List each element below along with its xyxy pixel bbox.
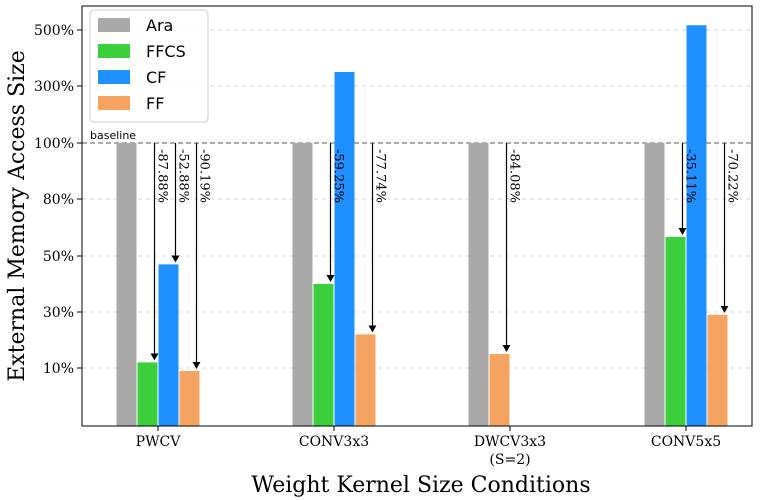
bar-ff-conv3x3 <box>355 334 376 426</box>
bar-ara-conv3x3 <box>292 143 313 426</box>
bar-ffcs-conv3x3 <box>313 284 334 426</box>
legend-label-ara: Ara <box>146 16 173 35</box>
x-tick-label: CONV3x3 <box>299 434 369 450</box>
reduction-label: -77.74% <box>373 149 388 203</box>
y-axis-ticks: 10% 30% 50% 80% 100% 300% 500% <box>34 23 82 377</box>
legend: Ara FFCS CF FF <box>89 9 209 123</box>
y-tick-label: 100% <box>34 136 74 152</box>
bar-ara-dwcv3x3 <box>468 143 489 426</box>
legend-label-ff: FF <box>146 94 164 113</box>
y-tick-label: 80% <box>43 192 74 208</box>
y-tick-label: 500% <box>34 23 74 39</box>
x-axis-ticks: PWCV CONV3x3 DWCV3x3 (S=2) CONV5x5 <box>136 426 721 468</box>
annotation-layer: -87.88% -52.88% -90.19% -59.25% -77.74% -84.0… <box>150 143 740 369</box>
legend-label-cf: CF <box>146 68 166 87</box>
plot-frame <box>81 5 753 427</box>
bar-ara-conv5x5 <box>644 143 665 426</box>
baseline-label: baseline <box>90 129 136 142</box>
bar-ffcs-conv5x5 <box>665 237 686 426</box>
bar-ffcs-pwcv <box>137 362 158 426</box>
y-tick-label: 300% <box>34 79 74 95</box>
bar-cf-pwcv <box>158 264 179 426</box>
legend-swatch-ara <box>98 18 130 32</box>
legend-swatch-ffcs <box>98 44 130 58</box>
reduction-label: -84.08% <box>507 149 522 203</box>
legend-box <box>89 9 209 123</box>
reduction-label: -87.88% <box>155 149 170 203</box>
legend-swatch-ff <box>98 96 130 110</box>
legend-label-ffcs: FFCS <box>146 42 186 61</box>
bar-cf-conv5x5 <box>686 25 707 426</box>
bar-cf-conv3x3 <box>334 72 355 426</box>
reduction-label: -35.11% <box>683 149 698 203</box>
bar-ff-conv5x5 <box>707 314 728 426</box>
bar-ff-pwcv <box>179 370 200 426</box>
reduction-label: -59.25% <box>331 149 346 203</box>
legend-swatch-cf <box>98 70 130 84</box>
reduction-label: -52.88% <box>176 149 191 203</box>
bar-ff-dwcv3x3 <box>489 354 510 426</box>
x-tick-label-sub: (S=2) <box>489 452 530 468</box>
baseline-layer: baseline <box>82 129 752 144</box>
y-tick-label: 50% <box>43 249 74 265</box>
y-axis-title: External Memory Access Size <box>5 50 30 382</box>
x-axis-title: Weight Kernel Size Conditions <box>251 473 590 498</box>
y-tick-label: 10% <box>43 361 74 377</box>
x-tick-label: CONV5x5 <box>651 434 721 450</box>
bar-layer <box>116 25 728 426</box>
x-tick-label: PWCV <box>136 434 182 450</box>
bar-ara-pwcv <box>116 143 137 426</box>
reduction-label: -90.19% <box>197 149 212 203</box>
y-tick-label: 30% <box>43 305 74 321</box>
x-tick-label: DWCV3x3 <box>474 434 546 450</box>
reduction-label: -70.22% <box>725 149 740 203</box>
